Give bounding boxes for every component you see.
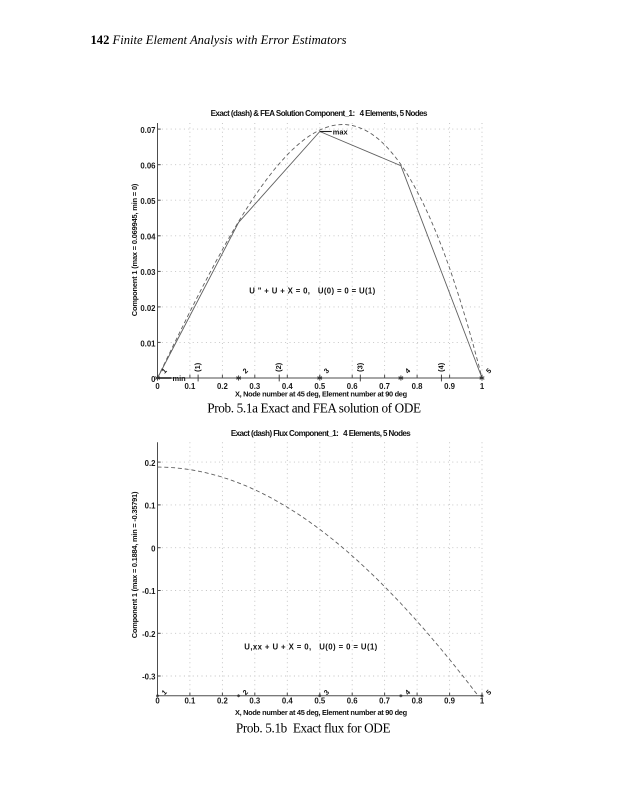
svg-text:Exact (dash) & FEA Solution Co: Exact (dash) & FEA Solution Component_1:… xyxy=(211,109,428,118)
svg-text:0.6: 0.6 xyxy=(347,382,359,391)
svg-text:-0.3: -0.3 xyxy=(142,673,156,682)
svg-text:min: min xyxy=(173,374,187,383)
svg-text:142 Finite Element Analysis wi: 142 Finite Element Analysis with Error E… xyxy=(91,33,347,47)
svg-text:Component 1 (max = 0.069945, m: Component 1 (max = 0.069945, min = 0) xyxy=(130,183,139,316)
svg-text:(1): (1) xyxy=(193,362,202,372)
svg-text:-0.2: -0.2 xyxy=(142,630,156,639)
svg-text:max: max xyxy=(333,127,349,136)
svg-text:0.7: 0.7 xyxy=(379,697,390,706)
svg-text:2: 2 xyxy=(241,366,250,375)
svg-text:U,xx + U + X = 0, U(0) =: U,xx + U + X = 0, U(0) = 0 = U(1) xyxy=(244,643,377,652)
svg-text:(4): (4) xyxy=(436,362,445,372)
svg-text:0.2: 0.2 xyxy=(217,382,229,391)
svg-text:(3): (3) xyxy=(355,362,364,372)
svg-text:4: 4 xyxy=(403,688,412,697)
svg-text:0.1: 0.1 xyxy=(145,502,157,511)
svg-text:Prob. 5.1a Exact and FEA solut: Prob. 5.1a Exact and FEA solution of ODE xyxy=(207,401,421,416)
svg-text:0.05: 0.05 xyxy=(140,197,156,206)
svg-text:1: 1 xyxy=(480,382,485,391)
svg-text:0.9: 0.9 xyxy=(444,382,456,391)
svg-text:0.1: 0.1 xyxy=(184,382,196,391)
svg-text:0.9: 0.9 xyxy=(444,697,456,706)
svg-text:U " + U + X = 0, U(0) =: U " + U + X = 0, U(0) = 0 = U(1) xyxy=(249,287,375,296)
svg-text:2: 2 xyxy=(241,688,250,697)
svg-text:0.1: 0.1 xyxy=(184,697,196,706)
svg-text:Component 1 (max = 0.1884, min: Component 1 (max = 0.1884, min = -0.3579… xyxy=(130,491,139,638)
svg-text:0: 0 xyxy=(151,375,156,384)
svg-text:0.6: 0.6 xyxy=(347,697,359,706)
svg-text:3: 3 xyxy=(322,688,331,697)
svg-text:-0.1: -0.1 xyxy=(142,587,156,596)
svg-text:0.4: 0.4 xyxy=(282,697,294,706)
svg-text:0.07: 0.07 xyxy=(140,126,155,135)
svg-text:4: 4 xyxy=(403,366,412,375)
svg-text:0: 0 xyxy=(155,382,160,391)
svg-text:0.03: 0.03 xyxy=(140,268,156,277)
svg-text:0: 0 xyxy=(151,544,156,553)
svg-text:0.8: 0.8 xyxy=(412,697,424,706)
svg-text:0.7: 0.7 xyxy=(379,382,390,391)
svg-text:X, Node number at 45 deg, Elem: X, Node number at 45 deg, Element number… xyxy=(235,390,408,399)
svg-text:0.4: 0.4 xyxy=(282,382,294,391)
svg-text:Prob. 5.1b Exact flux for ODE: Prob. 5.1b Exact flux for ODE xyxy=(236,721,391,736)
svg-text:1: 1 xyxy=(480,697,485,706)
svg-text:1: 1 xyxy=(160,366,169,375)
svg-text:0.8: 0.8 xyxy=(412,382,424,391)
svg-text:0.02: 0.02 xyxy=(140,304,156,313)
svg-text:0.06: 0.06 xyxy=(140,162,156,171)
svg-text:0.01: 0.01 xyxy=(140,339,156,348)
svg-text:0.2: 0.2 xyxy=(217,697,229,706)
svg-text:5: 5 xyxy=(484,366,493,375)
svg-text:1: 1 xyxy=(160,688,169,697)
svg-text:0: 0 xyxy=(155,697,160,706)
svg-text:X, Node number at 45 deg, Elem: X, Node number at 45 deg, Element number… xyxy=(235,708,408,717)
svg-text:3: 3 xyxy=(322,366,331,375)
svg-text:0.04: 0.04 xyxy=(140,233,156,242)
svg-text:5: 5 xyxy=(484,688,493,697)
svg-text:0.5: 0.5 xyxy=(314,382,326,391)
svg-text:0.5: 0.5 xyxy=(314,697,326,706)
svg-text:0.3: 0.3 xyxy=(249,382,261,391)
svg-text:Exact (dash) Flux Component_1:: Exact (dash) Flux Component_1: 4 Element… xyxy=(231,429,411,438)
svg-text:0.2: 0.2 xyxy=(145,459,157,468)
svg-text:0.3: 0.3 xyxy=(249,697,261,706)
svg-text:(2): (2) xyxy=(274,362,283,372)
